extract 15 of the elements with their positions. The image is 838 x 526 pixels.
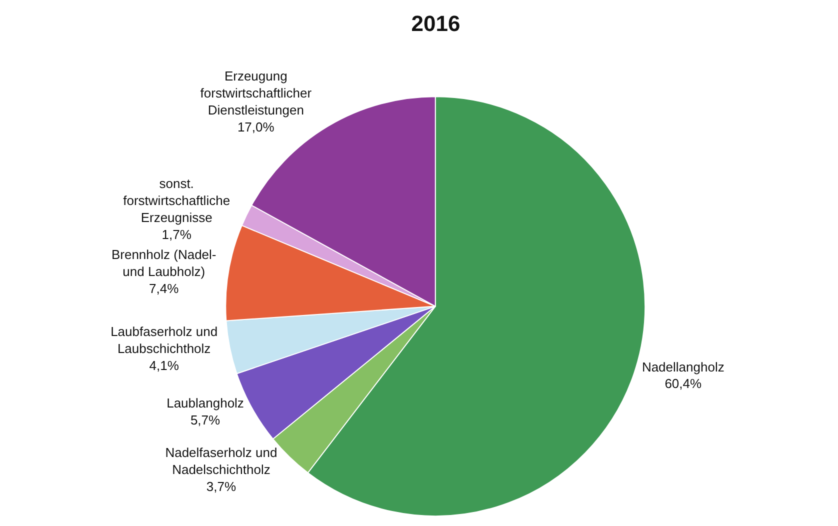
slice-label: sonst. forstwirtschaftliche Erzeugnisse — [123, 176, 230, 225]
data-label: 5,7% — [190, 412, 221, 428]
slice-label: Erzeugung forstwirtschaftlicher Dienstleistungen — [200, 68, 312, 118]
data-label: 7,4% — [149, 280, 180, 296]
data-label: 60,4% — [664, 376, 702, 392]
data-label: 3,7% — [206, 478, 236, 494]
slice-label: Nadelfaserholz und Nadelschichtholz — [165, 445, 278, 477]
data-label: 4,1% — [149, 358, 180, 373]
data-label: 1,7% — [162, 226, 192, 242]
slice-label: Laubfaserholz und Laubschichtholz — [110, 324, 218, 356]
slice-label: Nadellangholz — [642, 359, 724, 374]
slice-label: Laublangholz — [166, 396, 244, 411]
slice-label: Brennholz (Nadel- und Laubholz) — [111, 247, 216, 280]
data-label: 17,0% — [237, 119, 275, 134]
chart-title: 2016 — [411, 11, 460, 36]
